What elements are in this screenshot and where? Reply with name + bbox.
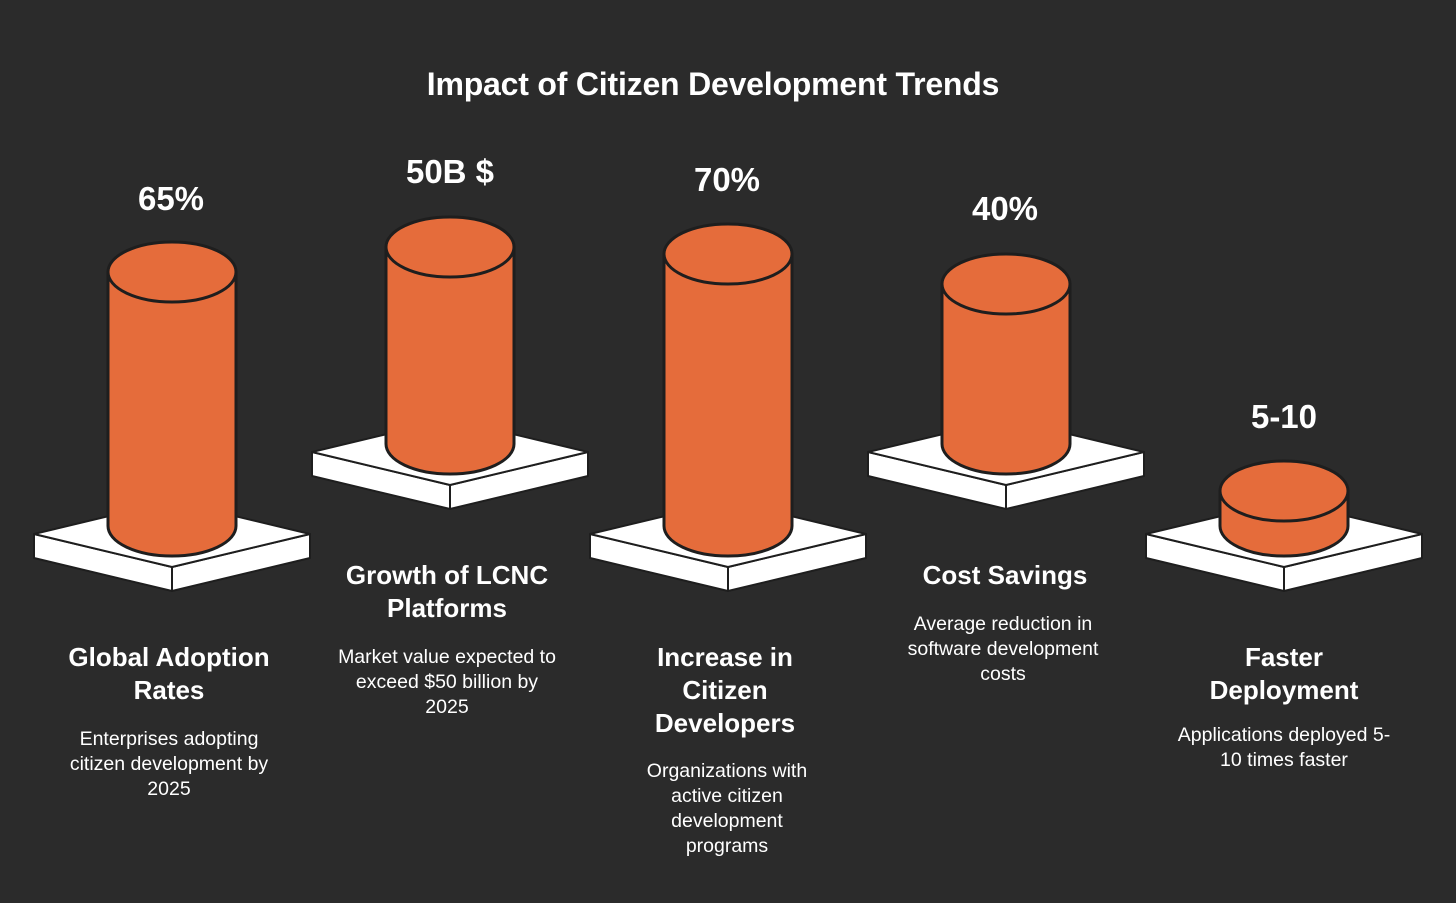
cylinder-body — [940, 282, 1072, 476]
item-3-graphic — [589, 222, 867, 592]
item-4-value: 40% — [971, 190, 1039, 227]
item-2-graphic — [311, 215, 589, 510]
cylinder-top — [106, 240, 238, 304]
item-5-value: 5-10 — [1250, 398, 1318, 435]
item-1-label: Global Adoption Rates — [68, 642, 270, 705]
cylinder-body — [106, 270, 238, 558]
page-title: Impact of Citizen Development Trends — [426, 66, 1000, 102]
item-2-description: Market value expected to exceed $50 bill… — [338, 646, 556, 718]
item-4-description: Average reduction in software developmen… — [907, 613, 1099, 685]
item-4-label: Cost Savings — [922, 560, 1088, 590]
item-3-label: Increase in Citizen Developers — [654, 642, 796, 738]
cylinder-top — [662, 222, 794, 286]
cylinder-body — [662, 252, 794, 558]
cylinder-body — [384, 245, 516, 476]
item-3-description: Organizations with active citizen develo… — [646, 760, 808, 857]
item-1-description: Enterprises adopting citizen development… — [69, 728, 269, 800]
item-5-graphic — [1145, 459, 1423, 592]
item-1-value: 65% — [137, 180, 205, 217]
item-5-description: Applications deployed 5-10 times faster — [1177, 724, 1391, 771]
cylinder-top — [940, 252, 1072, 316]
item-2-label: Growth of LCNC Platforms — [345, 560, 549, 623]
cylinder-top — [1218, 459, 1350, 523]
cylinder-top — [384, 215, 516, 279]
item-4-graphic — [867, 252, 1145, 510]
item-5-label: Faster Deployment — [1209, 642, 1359, 705]
item-1-graphic — [33, 240, 311, 592]
item-3-value: 70% — [693, 161, 761, 198]
item-2-value: 50B $ — [405, 153, 495, 190]
